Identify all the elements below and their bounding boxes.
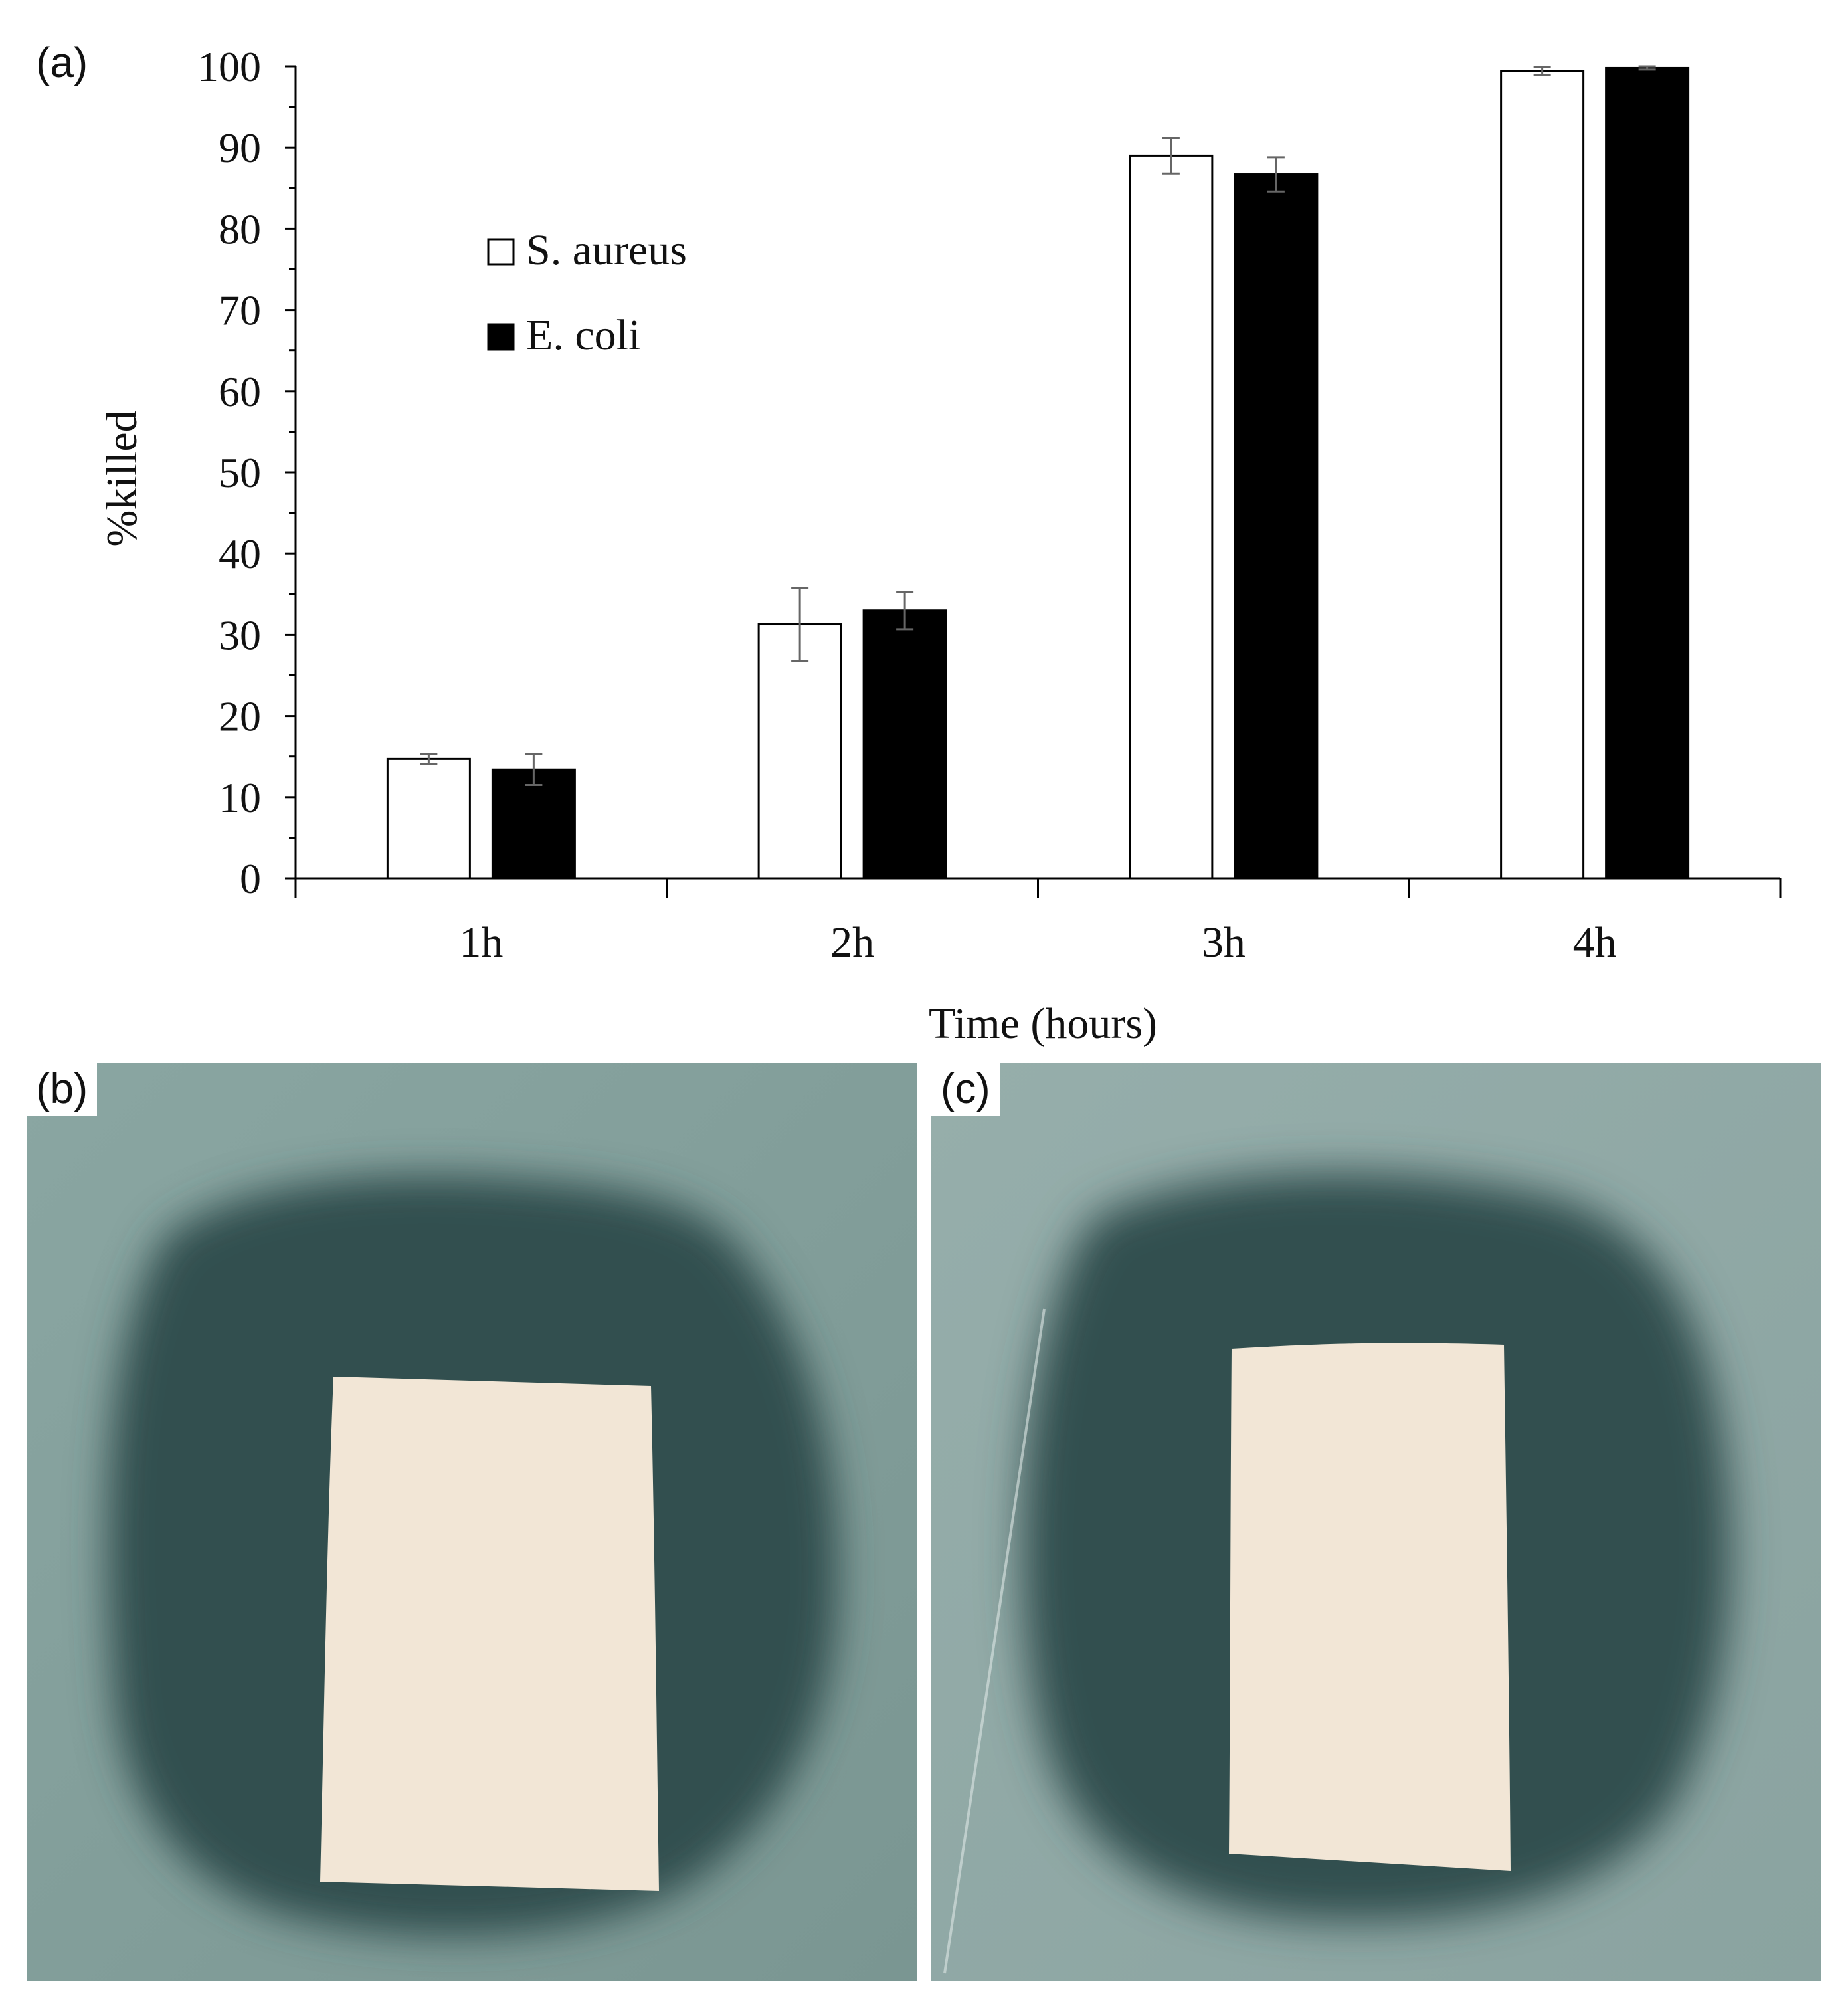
bar-series2-1h xyxy=(491,768,576,880)
y-ticks: 0 10 20 30 40 50 60 70 80 90 100 xyxy=(197,43,296,902)
y-tick-label: 60 xyxy=(219,368,261,415)
legend-label: S. aureus xyxy=(526,226,687,274)
y-tick-label: 10 xyxy=(219,774,261,821)
error-bar xyxy=(420,753,438,765)
error-bar xyxy=(896,591,914,631)
bar-series2-4h xyxy=(1605,66,1690,880)
bar-series1-2h xyxy=(757,623,842,880)
y-tick-label: 20 xyxy=(219,693,261,740)
bars xyxy=(386,65,1690,880)
panel-label-c: (c) xyxy=(931,1063,1000,1116)
bar-series2-2h xyxy=(862,609,947,880)
y-tick-label: 70 xyxy=(219,287,261,334)
y-tick-label: 0 xyxy=(240,855,261,902)
bar-series2-3h xyxy=(1234,173,1319,880)
error-bar xyxy=(1533,66,1551,76)
error-bar xyxy=(1267,156,1285,193)
legend-label: E. coli xyxy=(526,311,640,359)
panel-label-b: (b) xyxy=(27,1063,98,1116)
x-ticks: 1h 2h 3h 4h xyxy=(294,878,1782,967)
y-axis-label: %killed xyxy=(98,410,146,546)
y-tick-label: 80 xyxy=(219,205,261,252)
scratch-line-c xyxy=(943,1308,1046,1974)
x-tick-label: 2h xyxy=(830,918,874,967)
y-tick-label: 40 xyxy=(219,530,261,577)
y-tick-label: 30 xyxy=(219,611,261,658)
x-tick-label: 3h xyxy=(1202,918,1246,967)
error-bar xyxy=(1638,65,1656,71)
error-bar xyxy=(1162,137,1180,175)
bar-series1-3h xyxy=(1129,154,1214,880)
bar-series1-1h xyxy=(386,757,471,880)
sample-square-b xyxy=(320,1377,659,1891)
error-bar xyxy=(525,753,543,786)
panel-label-a: (a) xyxy=(27,37,98,90)
bar-chart: 0 10 20 30 40 50 60 70 80 90 100 1h 2h 3h 4h S. aureu… xyxy=(98,43,1782,1048)
legend: S. aureus E. coli xyxy=(487,226,687,359)
bar-series1-4h xyxy=(1500,70,1585,880)
legend-swatch xyxy=(487,323,515,351)
photo-c xyxy=(931,1063,1821,1981)
y-tick-label: 50 xyxy=(219,449,261,496)
legend-swatch xyxy=(487,238,515,266)
y-tick-label: 100 xyxy=(197,43,261,90)
error-bar xyxy=(791,587,809,662)
sample-rect-c xyxy=(1229,1343,1511,1871)
x-tick-label: 4h xyxy=(1573,918,1617,967)
x-axis-label: Time (hours) xyxy=(929,999,1157,1048)
y-tick-label: 90 xyxy=(219,124,261,171)
photo-b xyxy=(27,1063,917,1981)
x-tick-label: 1h xyxy=(459,918,503,967)
